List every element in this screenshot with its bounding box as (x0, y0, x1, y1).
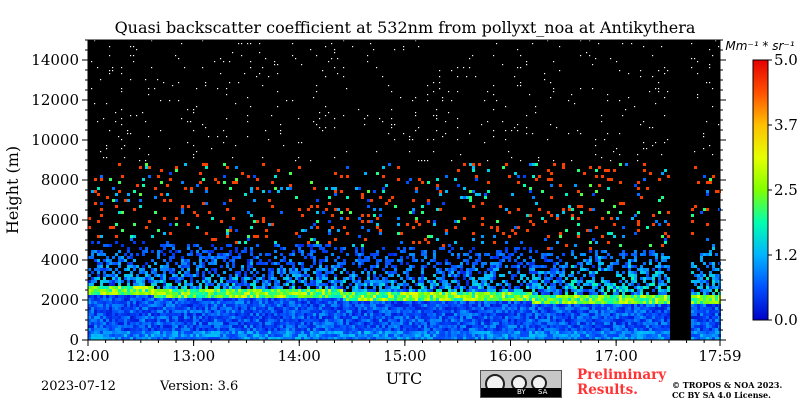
colorbar-tick-label: 1.2 (774, 246, 798, 264)
y-tick-label: 0 (69, 331, 79, 349)
heatmap-area (88, 40, 721, 340)
colorbar-tick-label: 3.7 (774, 116, 798, 134)
data-gap (672, 40, 691, 340)
colorbar-tick-label: 0.0 (774, 311, 798, 329)
colorbar-tick-label: 2.5 (774, 181, 798, 199)
preliminary-note: Preliminary Results. (577, 368, 666, 398)
preliminary-line-1: Preliminary (577, 367, 667, 383)
copyright-line-2: CC BY SA 4.0 License. (672, 390, 771, 400)
copyright-line-1: © TROPOS & NOA 2023. (672, 380, 783, 390)
y-tick-label: 14000 (31, 51, 79, 69)
y-tick-label: 2000 (41, 291, 79, 309)
y-tick-label: 10000 (31, 131, 79, 149)
x-tick-label: 15:00 (383, 347, 426, 365)
x-axis-title: UTC (386, 369, 422, 388)
x-tick-label: 17:00 (595, 347, 638, 365)
version-text: Version: 3.6 (160, 379, 239, 394)
sa-label: SA (538, 388, 548, 396)
x-tick-label: 13:00 (172, 347, 215, 365)
x-tick-label: 12:00 (66, 347, 109, 365)
y-axis-title: Height (m) (3, 146, 22, 234)
x-tick-label: 16:00 (489, 347, 532, 365)
y-tick-label: 8000 (41, 171, 79, 189)
chart-title: Quasi backscatter coefficient at 532nm f… (115, 18, 696, 37)
axes: 12:00 13:00 14:00 15:00 16:00 17:00 17:59 0 2000… (31, 39, 742, 365)
colorbar-gradient (752, 59, 769, 321)
by-label: BY (517, 388, 526, 396)
x-tick-label: 17:59 (698, 347, 741, 365)
preliminary-line-2: Results. (577, 382, 638, 398)
y-tick-label: 12000 (31, 91, 79, 109)
y-tick-label: 6000 (41, 211, 79, 229)
colorbar-tick-label: 5.0 (774, 51, 798, 69)
colorbar: 0.0 1.2 2.5 3.7 5.0 (752, 51, 798, 329)
x-tick-label: 14:00 (278, 347, 321, 365)
date-text: 2023-07-12 (41, 379, 116, 394)
y-tick-label: 4000 (41, 251, 79, 269)
copyright-note: © TROPOS & NOA 2023. CC BY SA 4.0 Licens… (672, 380, 782, 400)
heatmap-cells (88, 40, 721, 340)
colorbar-label: Mm⁻¹ * sr⁻¹ (725, 39, 794, 53)
cc-license-badge: BY SA (480, 370, 562, 398)
